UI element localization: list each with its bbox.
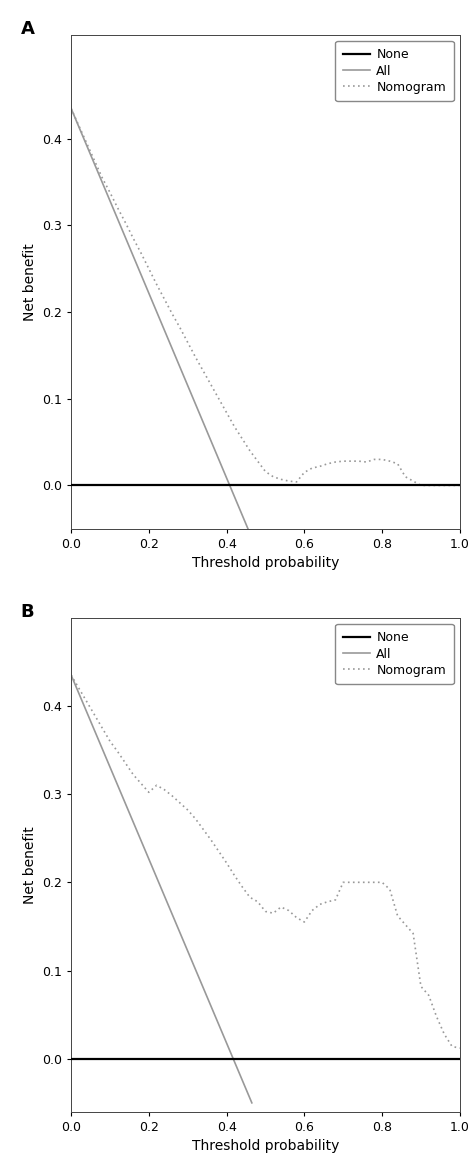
Nomogram: [457, 1041, 463, 1055]
Nomogram: [76, 119, 82, 133]
Nomogram: [286, 474, 292, 488]
Nomogram: [348, 875, 354, 889]
Nomogram: [449, 1040, 455, 1054]
Nomogram: [270, 470, 276, 484]
Nomogram: [309, 461, 315, 475]
Nomogram: [192, 350, 198, 364]
Nomogram: [130, 232, 136, 245]
X-axis label: Threshold probability: Threshold probability: [192, 1139, 339, 1153]
Nomogram: [231, 419, 237, 433]
Nomogram: [91, 154, 97, 168]
Nomogram: [169, 307, 175, 321]
Nomogram: [208, 378, 214, 391]
Nomogram: [84, 137, 90, 151]
Nomogram: [294, 475, 300, 489]
Nomogram: [68, 668, 74, 682]
Nomogram: [224, 405, 229, 419]
Nomogram: [162, 292, 167, 306]
Nomogram: [146, 262, 152, 276]
Nomogram: [340, 454, 346, 468]
Nomogram: [301, 466, 307, 479]
Nomogram: [247, 444, 253, 457]
Nomogram: [317, 460, 323, 474]
Line: Nomogram: Nomogram: [71, 675, 460, 1048]
X-axis label: Threshold probability: Threshold probability: [192, 556, 339, 571]
Nomogram: [402, 470, 408, 484]
Nomogram: [379, 453, 385, 467]
Nomogram: [177, 321, 183, 335]
Line: Nomogram: Nomogram: [71, 109, 460, 485]
Nomogram: [372, 453, 377, 467]
Nomogram: [185, 802, 191, 816]
Nomogram: [457, 478, 463, 492]
Nomogram: [68, 102, 74, 116]
Nomogram: [255, 454, 261, 468]
Nomogram: [192, 812, 198, 826]
Nomogram: [115, 201, 120, 215]
Nomogram: [418, 478, 424, 492]
Y-axis label: Net benefit: Net benefit: [23, 826, 36, 903]
Legend: None, All, Nomogram: None, All, Nomogram: [335, 624, 454, 684]
Nomogram: [387, 454, 392, 468]
Nomogram: [138, 247, 144, 261]
Nomogram: [154, 778, 159, 792]
Nomogram: [348, 454, 354, 468]
Nomogram: [201, 364, 206, 378]
Legend: None, All, Nomogram: None, All, Nomogram: [335, 41, 454, 101]
Nomogram: [395, 456, 401, 470]
Nomogram: [364, 455, 369, 469]
Nomogram: [185, 336, 191, 350]
Y-axis label: Net benefit: Net benefit: [23, 243, 36, 321]
Nomogram: [263, 464, 268, 478]
Nomogram: [278, 472, 284, 486]
Nomogram: [123, 215, 128, 229]
Nomogram: [325, 895, 330, 909]
Nomogram: [239, 432, 245, 446]
Text: A: A: [20, 20, 35, 38]
Nomogram: [333, 455, 338, 469]
Nomogram: [410, 474, 416, 488]
Nomogram: [216, 391, 222, 405]
Nomogram: [107, 185, 113, 199]
Nomogram: [100, 170, 105, 184]
Nomogram: [356, 454, 362, 468]
Nomogram: [154, 278, 159, 292]
Text: B: B: [20, 603, 34, 621]
Nomogram: [325, 456, 330, 470]
